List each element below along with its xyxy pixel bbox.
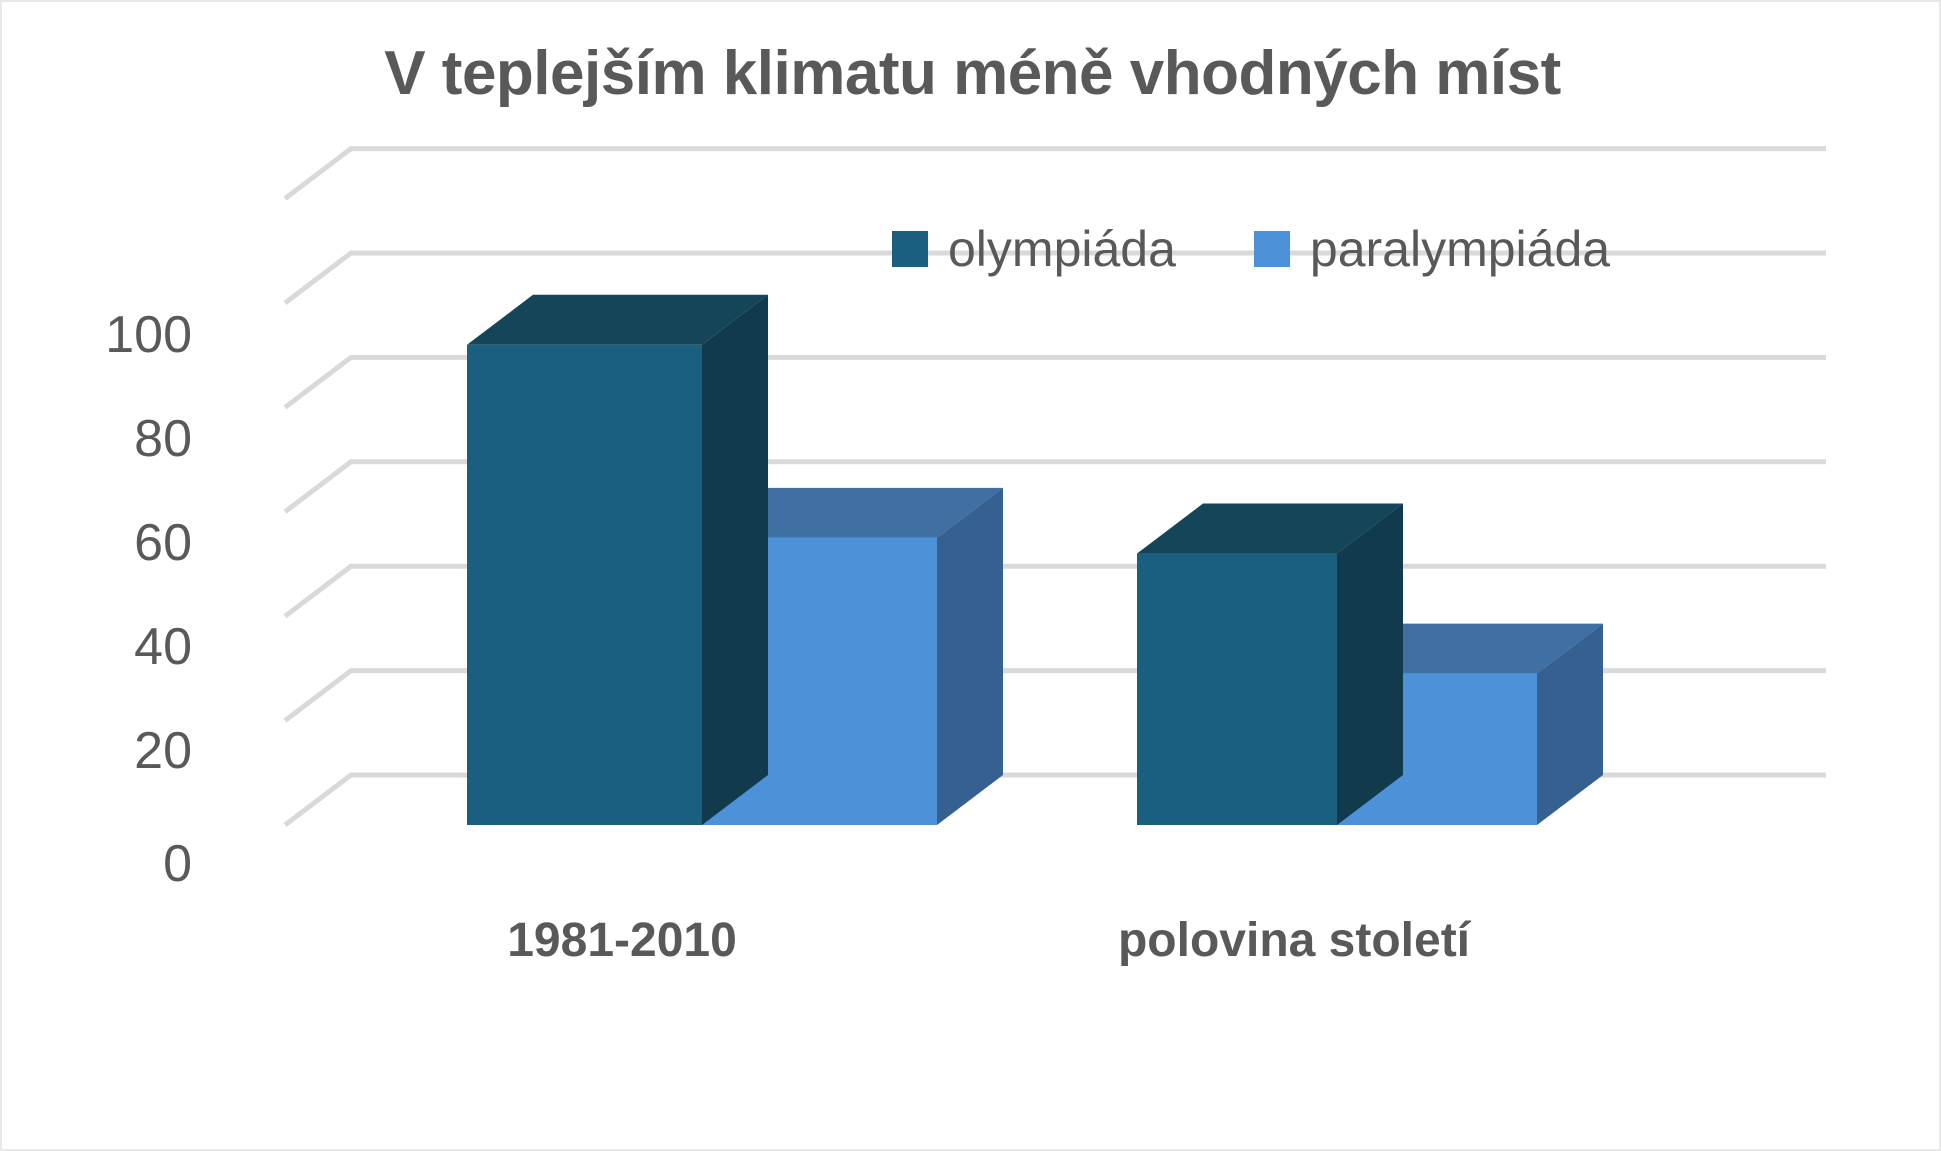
chart-title: V teplejším klimatu méně vhodných míst <box>384 39 1561 108</box>
bar-top-face <box>467 294 768 345</box>
bar-top-face <box>1337 623 1603 674</box>
bar-side-face <box>1537 623 1603 825</box>
legend-swatch-icon <box>892 231 928 267</box>
gridline <box>283 459 1826 514</box>
bar-side-face <box>937 487 1003 825</box>
bar-3d[interactable] <box>1137 503 1403 825</box>
x-tick-label-polovina-stoleti: polovina století <box>1117 914 1471 967</box>
bar-side-face <box>1337 503 1403 825</box>
bar-top-face <box>1137 503 1403 554</box>
bar-top-face <box>702 487 1003 538</box>
bar-3d[interactable] <box>467 294 768 825</box>
y-tick-label: 60 <box>134 514 192 572</box>
legend-label: olympiáda <box>948 221 1176 277</box>
y-tick-label: 40 <box>134 618 192 676</box>
x-tick-label-1981-2010: 1981-2010 <box>507 914 737 967</box>
bar-side-face <box>702 294 768 825</box>
y-tick-label: 20 <box>134 722 192 780</box>
legend-swatch-icon <box>1253 231 1290 267</box>
gridline <box>283 146 1826 201</box>
chart-legend: olympiáda paralympiáda <box>892 224 1610 274</box>
y-tick-label: 80 <box>134 410 192 468</box>
gridline <box>283 250 1826 305</box>
bar-front-face <box>1137 553 1337 825</box>
legend-item-olympiada[interactable]: olympiáda <box>892 224 1176 274</box>
bar-front-face <box>467 344 702 825</box>
legend-item-paralympiada[interactable]: paralympiáda <box>1253 221 1611 277</box>
legend-label: paralympiáda <box>1309 221 1611 277</box>
gridline <box>283 354 1826 410</box>
y-tick-label: 100 <box>105 306 192 364</box>
gridlines-group <box>283 146 1826 827</box>
y-tick-label: 0 <box>163 835 192 893</box>
bars-group <box>467 294 1603 825</box>
